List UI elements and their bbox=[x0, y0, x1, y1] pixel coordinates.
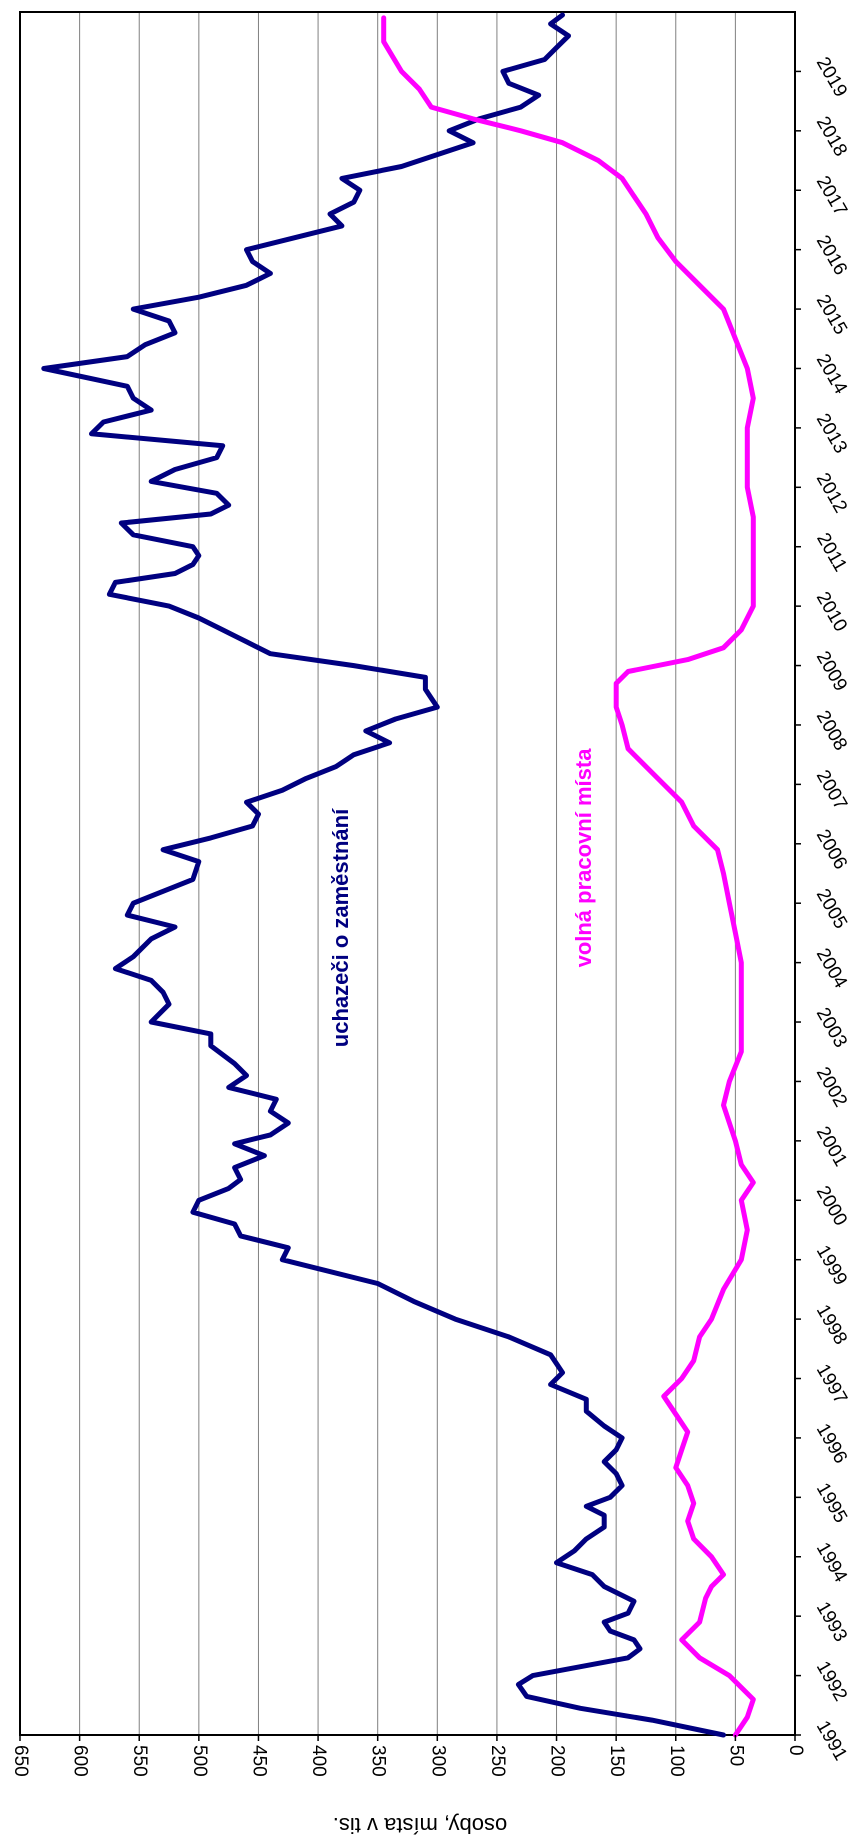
y-axis-ticks: 650 600 550 500 450 400 350 300 250 200 150 100 50 0 bbox=[10, 1735, 806, 1777]
series-label-volna-mista: volná pracovní místa bbox=[571, 748, 596, 968]
y-tick-label: 300 bbox=[427, 1745, 448, 1777]
y-tick-label: 250 bbox=[487, 1745, 508, 1777]
y-tick-label: 150 bbox=[606, 1745, 627, 1777]
series-line-volna-mista bbox=[381, 15, 756, 1738]
series-line-uchazeci bbox=[41, 12, 726, 1738]
series-layer bbox=[41, 12, 756, 1738]
y-tick-label: 350 bbox=[368, 1745, 389, 1777]
series-label-uchazeci: uchazeči o zaměstnání bbox=[328, 808, 353, 1047]
plot-area-frame bbox=[19, 11, 796, 1736]
y-tick-label: 0 bbox=[785, 1745, 806, 1756]
y-tick-label: 500 bbox=[189, 1745, 210, 1777]
y-tick-label: 450 bbox=[248, 1745, 269, 1777]
y-tick-label: 650 bbox=[10, 1745, 31, 1777]
y-tick-label: 100 bbox=[666, 1745, 687, 1777]
y-tick-label: 550 bbox=[129, 1745, 150, 1777]
y-tick-label: 600 bbox=[70, 1745, 91, 1777]
y-axis-title: osoby, místa v tis. bbox=[333, 1813, 507, 1838]
y-tick-label: 200 bbox=[547, 1745, 568, 1777]
y-tick-label: 50 bbox=[725, 1745, 746, 1766]
y-tick-label: 400 bbox=[308, 1745, 329, 1777]
